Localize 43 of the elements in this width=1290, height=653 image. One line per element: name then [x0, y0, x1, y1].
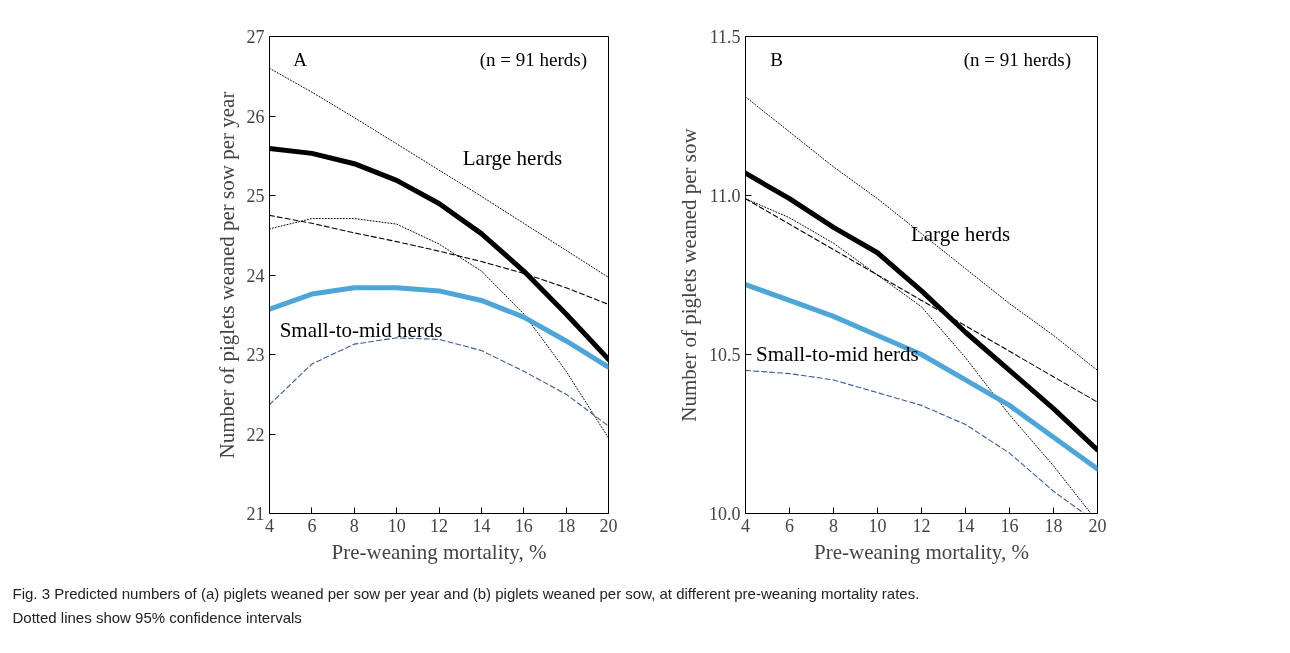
y-tick-label: 21 — [246, 504, 265, 524]
x-tick-label: 18 — [1044, 515, 1063, 536]
x-tick-label: 6 — [785, 515, 794, 536]
y-tick-label: 10.0 — [709, 504, 741, 524]
y-tick-label: 25 — [246, 186, 265, 206]
x-tick-label: 14 — [472, 515, 491, 536]
x-axis-title: Pre-weaning mortality, % — [331, 539, 547, 564]
x-tick-label: 14 — [956, 515, 975, 536]
x-tick-label: 10 — [387, 515, 406, 536]
x-tick-label: 16 — [1000, 515, 1019, 536]
caption: Fig. 3 Predicted numbers of (a) piglets weaned per sow per year and (b) piglets weaned per sow, at different pre-weaning mortality rates. — [12, 584, 920, 602]
x-tick-label: 16 — [514, 515, 533, 536]
y-tick-label: 26 — [246, 106, 265, 127]
text: Dotted lines show 95% confidence intervals — [12, 608, 302, 626]
x-tick-label: 20 — [1088, 515, 1107, 536]
annotation: (n = 91 herds) — [479, 48, 587, 71]
y-tick-label: 10.5 — [709, 345, 741, 365]
y-tick-label: 27 — [246, 27, 265, 47]
annotation: (n = 91 herds) — [963, 48, 1072, 71]
x-tick-label: 4 — [265, 515, 274, 536]
series-label: Small-to-mid herds — [756, 341, 919, 366]
annotation: A — [293, 48, 308, 70]
y-tick-label: 23 — [246, 345, 265, 365]
annotation: B — [770, 48, 783, 70]
series-label: Large herds — [462, 146, 563, 171]
x-tick-label: 10 — [868, 515, 887, 536]
x-tick-label: 12 — [912, 515, 931, 536]
x-tick-label: 4 — [741, 515, 750, 536]
series-label: Small-to-mid herds — [279, 317, 443, 342]
y-tick-label: 22 — [246, 424, 265, 445]
y-tick-label: 11.0 — [709, 186, 741, 206]
x-axis-title: Pre-weaning mortality, % — [814, 539, 1029, 564]
y-tick-label: 11.5 — [709, 27, 741, 47]
y-axis-title: Number of piglets weaned per sow — [677, 127, 701, 422]
y-tick-label: 24 — [246, 265, 265, 286]
x-tick-label: 8 — [349, 515, 359, 536]
x-tick-label: 18 — [557, 515, 576, 536]
x-tick-label: 8 — [829, 515, 838, 536]
series-label: Large herds — [910, 222, 1011, 247]
y-axis-title: Number of piglets weaned per sow per year — [214, 91, 239, 459]
x-tick-label: 20 — [599, 515, 618, 536]
x-tick-label: 12 — [430, 515, 448, 536]
x-tick-label: 6 — [307, 515, 317, 536]
